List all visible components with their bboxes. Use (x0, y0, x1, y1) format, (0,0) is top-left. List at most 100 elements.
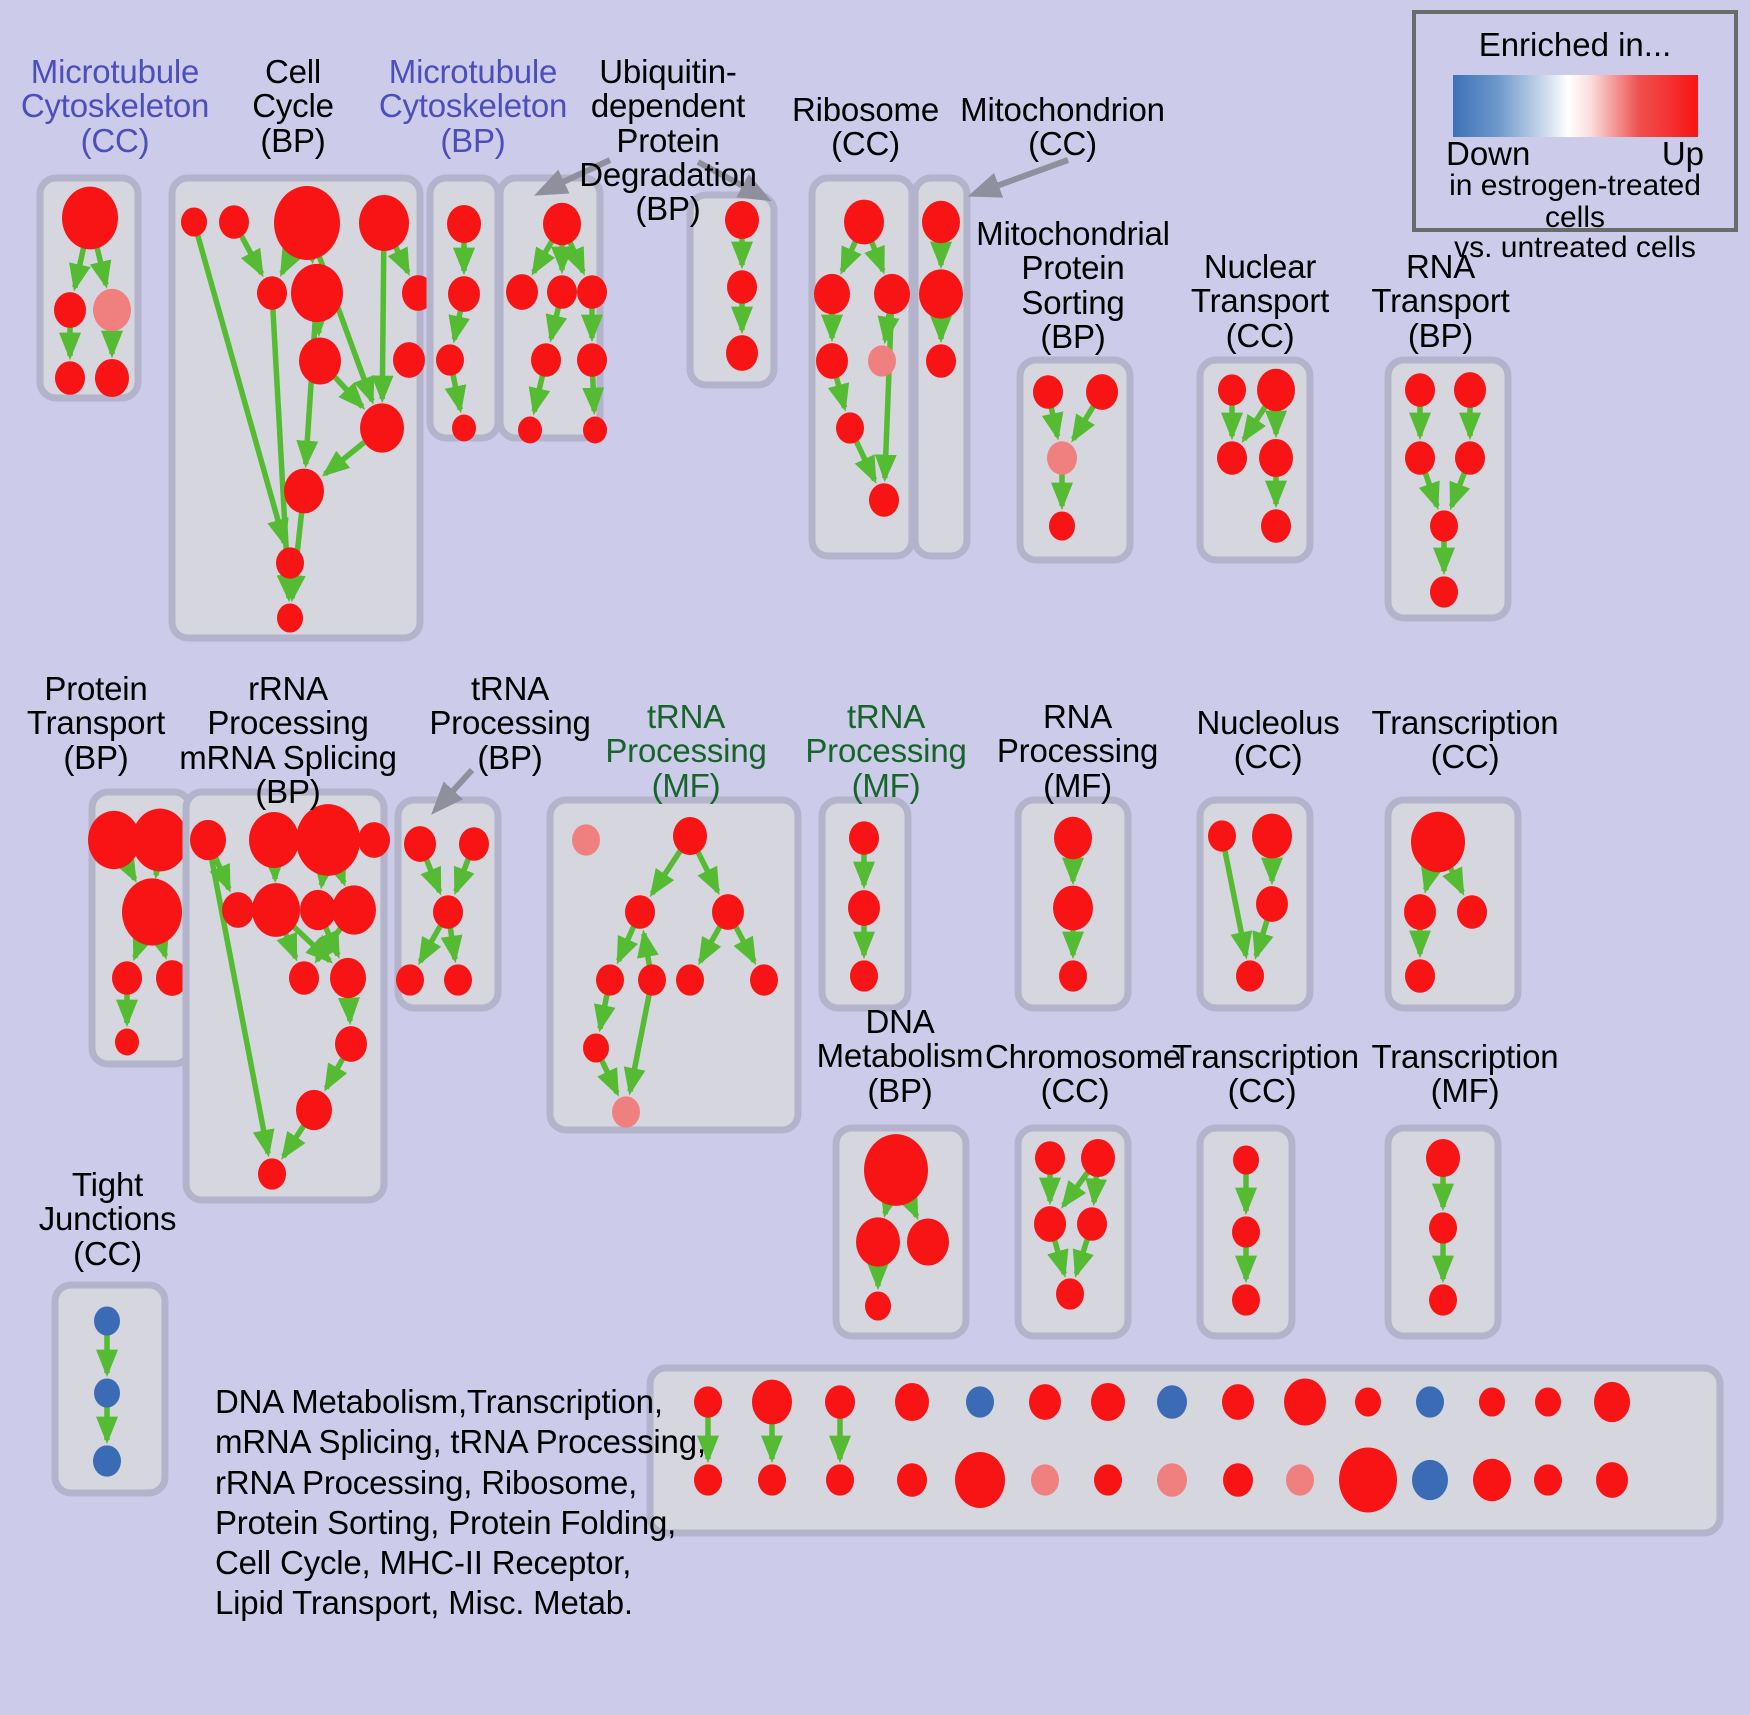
node-up[interactable] (1034, 1206, 1066, 1242)
node-up[interactable] (447, 204, 481, 244)
node-up[interactable] (1081, 1138, 1115, 1178)
node-up[interactable] (252, 883, 300, 937)
node-up[interactable] (1053, 885, 1093, 931)
node-mid[interactable] (1031, 1464, 1059, 1496)
node-up[interactable] (926, 344, 956, 378)
node-up[interactable] (1217, 441, 1247, 475)
node-down[interactable] (1412, 1459, 1448, 1501)
node-up[interactable] (1233, 1145, 1259, 1175)
node-up[interactable] (850, 960, 878, 992)
node-up[interactable] (919, 269, 963, 319)
node-up[interactable] (865, 1291, 891, 1321)
node-up[interactable] (1429, 1284, 1457, 1316)
node-up[interactable] (1091, 1382, 1125, 1422)
node-up[interactable] (897, 1463, 927, 1497)
node-up[interactable] (404, 826, 436, 862)
node-up[interactable] (360, 403, 404, 453)
node-mid[interactable] (1157, 1463, 1187, 1497)
node-up[interactable] (506, 274, 538, 310)
node-up[interactable] (284, 468, 324, 514)
node-up[interactable] (1257, 368, 1295, 412)
node-up[interactable] (547, 275, 577, 309)
node-up[interactable] (752, 1379, 792, 1425)
node-up[interactable] (1426, 1138, 1460, 1178)
node-up[interactable] (869, 483, 899, 517)
node-down[interactable] (94, 1378, 120, 1408)
node-up[interactable] (433, 895, 463, 929)
node-up[interactable] (849, 821, 879, 855)
node-up[interactable] (1054, 816, 1092, 860)
node-up[interactable] (531, 343, 561, 377)
node-mid[interactable] (572, 824, 600, 856)
node-up[interactable] (758, 1464, 786, 1496)
node-up[interactable] (1232, 1216, 1260, 1248)
node-up[interactable] (274, 186, 340, 260)
node-up[interactable] (1033, 375, 1063, 409)
node-up[interactable] (1594, 1381, 1630, 1423)
node-up[interactable] (1430, 510, 1458, 542)
node-up[interactable] (1056, 1278, 1084, 1310)
node-up[interactable] (1222, 1384, 1254, 1420)
node-up[interactable] (1535, 1387, 1561, 1417)
node-up[interactable] (1086, 374, 1118, 410)
node-up[interactable] (1284, 1378, 1326, 1426)
node-up[interactable] (1223, 1463, 1253, 1497)
node-up[interactable] (122, 878, 182, 946)
node-up[interactable] (299, 337, 341, 385)
node-up[interactable] (874, 273, 910, 315)
node-up[interactable] (393, 342, 425, 378)
node-up[interactable] (181, 207, 207, 237)
node-up[interactable] (289, 961, 319, 995)
node-up[interactable] (1411, 811, 1465, 873)
node-up[interactable] (62, 186, 118, 250)
node-up[interactable] (726, 335, 758, 371)
node-up[interactable] (673, 816, 707, 856)
node-up[interactable] (448, 276, 480, 312)
node-up[interactable] (436, 344, 464, 376)
node-up[interactable] (712, 894, 744, 930)
node-up[interactable] (1049, 511, 1075, 541)
node-up[interactable] (1405, 373, 1435, 407)
node-up[interactable] (330, 957, 366, 999)
node-up[interactable] (1457, 895, 1487, 929)
node-up[interactable] (848, 890, 880, 926)
node-up[interactable] (1259, 438, 1293, 478)
node-up[interactable] (358, 822, 390, 858)
node-up[interactable] (115, 1028, 139, 1056)
node-up[interactable] (1236, 960, 1264, 992)
node-up[interactable] (825, 1385, 855, 1419)
node-down[interactable] (1157, 1385, 1187, 1419)
node-up[interactable] (1430, 576, 1458, 608)
node-up[interactable] (725, 200, 759, 240)
node-up[interactable] (826, 1464, 854, 1496)
node-up[interactable] (190, 819, 226, 861)
node-up[interactable] (1059, 960, 1087, 992)
node-up[interactable] (583, 1033, 609, 1063)
node-up[interactable] (1232, 1284, 1260, 1316)
cluster-panel[interactable] (168, 174, 424, 642)
node-up[interactable] (1261, 509, 1291, 543)
node-up[interactable] (1454, 372, 1486, 408)
node-up[interactable] (222, 892, 254, 928)
node-up[interactable] (864, 1134, 928, 1206)
node-up[interactable] (750, 964, 778, 996)
node-up[interactable] (577, 275, 607, 309)
node-up[interactable] (1455, 441, 1485, 475)
node-up[interactable] (543, 202, 581, 246)
node-up[interactable] (277, 603, 303, 633)
node-up[interactable] (1029, 1384, 1061, 1420)
node-mid[interactable] (1047, 441, 1077, 475)
node-up[interactable] (816, 343, 848, 379)
node-up[interactable] (694, 1464, 722, 1496)
node-up[interactable] (88, 810, 140, 870)
node-up[interactable] (1405, 959, 1435, 993)
node-up[interactable] (300, 889, 336, 931)
node-up[interactable] (332, 885, 376, 935)
node-up[interactable] (638, 964, 666, 996)
node-up[interactable] (1429, 1212, 1457, 1244)
node-up[interactable] (296, 1089, 332, 1131)
node-up[interactable] (1339, 1447, 1397, 1513)
node-up[interactable] (856, 1217, 900, 1267)
node-mid[interactable] (1286, 1464, 1314, 1496)
cluster-panel[interactable] (546, 796, 802, 1134)
